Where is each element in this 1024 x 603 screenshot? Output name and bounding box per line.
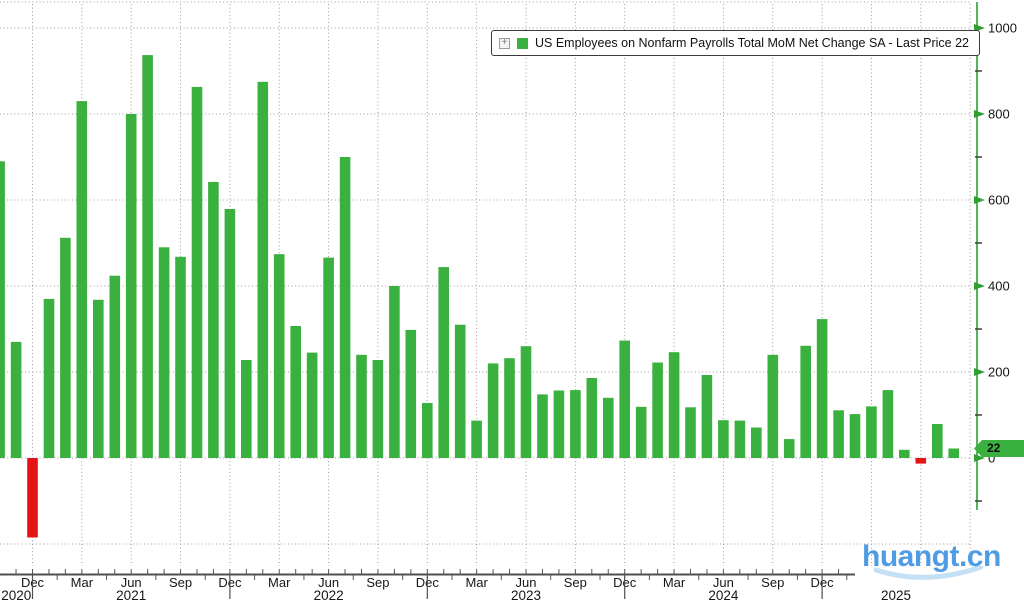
x-quarter-label-2024-03: Mar	[663, 575, 686, 590]
bar-2021-06	[125, 114, 137, 458]
legend-label: US Employees on Nonfarm Payrolls Total M…	[535, 36, 969, 50]
bar-2022-08	[356, 354, 367, 458]
bar-2021-09	[175, 256, 186, 458]
y-tick-arrow-200	[974, 368, 985, 376]
bar-2023-04	[487, 363, 499, 458]
bar-2020-10	[0, 161, 5, 459]
y-tick-arrow-0	[974, 454, 985, 462]
bar-2021-03	[76, 101, 88, 458]
bar-2023-02	[454, 324, 466, 458]
bar-2021-12	[224, 209, 236, 458]
bar-2021-02	[60, 237, 71, 458]
x-year-label-2020: 2020	[1, 588, 31, 603]
y-tick-label-800: 800	[988, 107, 1010, 122]
bar-2021-05	[109, 275, 121, 458]
x-quarter-label-2022-03: Mar	[268, 575, 291, 590]
x-quarter-label-2022-09: Sep	[366, 575, 389, 590]
x-year-label-2025: 2025	[881, 588, 911, 603]
last-price-badge: 22	[974, 440, 1024, 457]
y-tick-label-1000: 1000	[988, 21, 1017, 36]
bar-2024-04	[685, 407, 696, 458]
bar-2022-01	[241, 360, 252, 458]
bar-2022-04	[290, 326, 301, 458]
bar-2025-01	[833, 410, 844, 458]
bar-2024-05	[701, 375, 713, 458]
last-price-value: 22	[987, 441, 1001, 455]
y-tick-arrow-800	[974, 110, 985, 118]
bar-2023-09	[570, 390, 581, 458]
legend-series-swatch	[517, 37, 528, 49]
bar-2025-05	[899, 449, 910, 458]
bar-2022-05	[306, 352, 318, 458]
x-quarter-label-2021-03: Mar	[71, 575, 94, 590]
bar-2024-01	[635, 406, 647, 458]
watermark-text: huangt.cn	[862, 540, 1001, 573]
bar-2021-04	[93, 299, 104, 458]
x-year-label-2024: 2024	[708, 588, 739, 603]
bar-2025-06	[915, 458, 927, 464]
bar-2024-03	[668, 352, 680, 458]
bar-2025-04	[882, 390, 894, 458]
bar-2025-07	[932, 424, 943, 458]
y-tick-label-0: 0	[988, 451, 995, 466]
bar-2022-02	[257, 81, 269, 459]
bar-2024-10	[783, 439, 795, 458]
bar-2021-11	[208, 181, 219, 458]
bar-2020-12	[27, 458, 38, 538]
x-quarter-label-2022-06: Jun	[318, 575, 339, 590]
bar-2023-07	[537, 394, 548, 458]
bar-2024-11	[800, 345, 811, 458]
y-tick-arrow-400	[974, 282, 985, 290]
bar-2022-11	[405, 329, 417, 458]
watermark: huangt.cn	[860, 540, 1020, 590]
watermark-swoosh-icon	[873, 566, 984, 580]
x-quarter-label-2024-06: Jun	[713, 575, 734, 590]
bar-2023-03	[471, 420, 482, 458]
bar-2023-01	[438, 267, 449, 458]
x-quarter-label-2021-09: Sep	[169, 575, 192, 590]
y-tick-arrow-600	[974, 196, 985, 204]
bar-2025-03	[866, 406, 877, 458]
bar-2022-09	[372, 360, 384, 458]
bar-2024-07	[734, 420, 746, 458]
bar-2023-05	[504, 358, 515, 458]
x-quarter-label-2023-09: Sep	[564, 575, 587, 590]
bar-2021-08	[158, 247, 170, 458]
bar-2022-07	[339, 157, 351, 458]
x-quarter-label-2024-09: Sep	[761, 575, 784, 590]
x-year-label-2021: 2021	[116, 588, 146, 603]
x-quarter-label-2023-06: Jun	[516, 575, 537, 590]
bar-2024-09	[767, 354, 779, 458]
y-tick-label-200: 200	[988, 365, 1010, 380]
bar-2022-06	[323, 257, 334, 458]
x-quarter-label-2023-03: Mar	[465, 575, 488, 590]
bar-2023-08	[553, 390, 565, 458]
bar-2023-12	[619, 340, 630, 458]
bar-2024-02	[652, 362, 663, 458]
bar-2022-12	[422, 403, 433, 458]
x-quarter-label-2021-06: Jun	[121, 575, 142, 590]
bar-2020-11	[10, 341, 22, 458]
bar-2024-06	[718, 420, 729, 458]
x-year-label-2023: 2023	[511, 588, 541, 603]
bar-2022-03	[273, 254, 285, 458]
bar-2021-07	[142, 55, 153, 458]
bar-2023-11	[603, 397, 614, 458]
bar-2023-10	[586, 378, 598, 458]
bar-2024-08	[751, 427, 762, 458]
bar-2023-06	[520, 346, 532, 458]
bar-2021-10	[191, 86, 203, 459]
bar-2021-01	[43, 298, 55, 458]
x-year-label-2022: 2022	[314, 588, 344, 603]
bar-2024-12	[816, 319, 828, 458]
bar-2022-10	[389, 286, 400, 458]
bar-2025-02	[849, 414, 861, 458]
bar-2025-08	[948, 448, 959, 458]
chart-legend[interactable]: + US Employees on Nonfarm Payrolls Total…	[491, 30, 980, 56]
y-tick-label-400: 400	[988, 279, 1010, 294]
y-tick-label-600: 600	[988, 193, 1010, 208]
legend-expand-icon[interactable]: +	[499, 37, 510, 49]
